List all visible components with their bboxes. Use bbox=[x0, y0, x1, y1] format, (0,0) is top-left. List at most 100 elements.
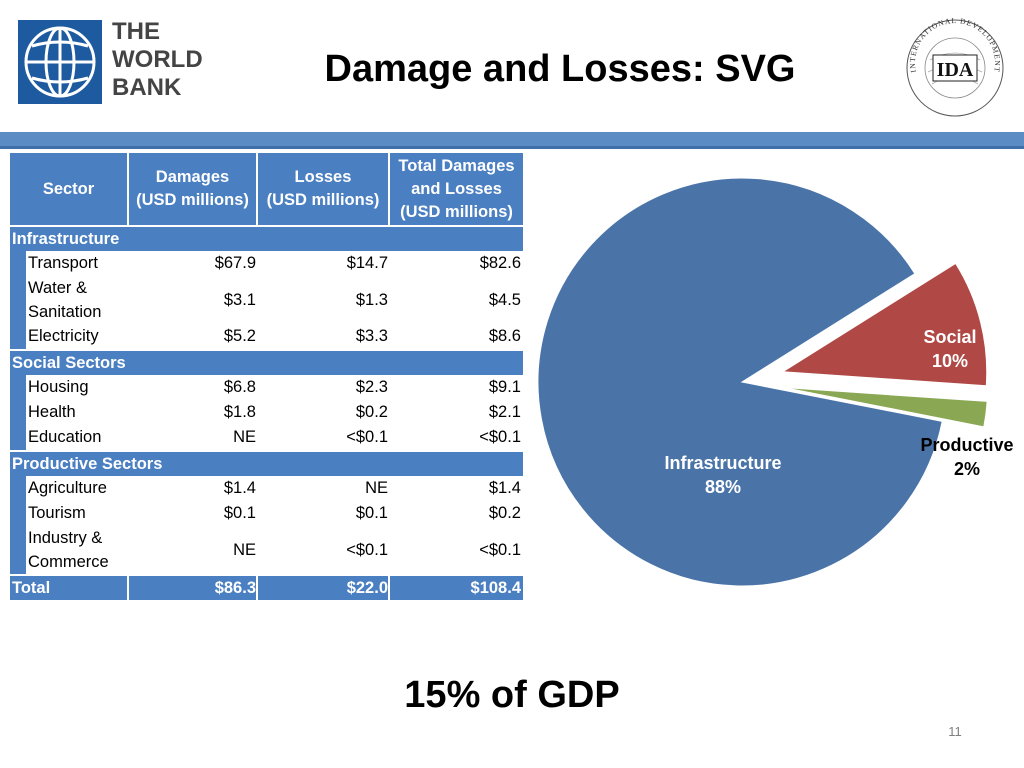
row-indent bbox=[10, 501, 26, 526]
total-total: $108.4 bbox=[470, 579, 521, 597]
column-header-total: Total Damages and Losses (USD millions) bbox=[390, 153, 523, 225]
cell-sector-line: Industry & bbox=[28, 529, 103, 547]
cell-sector-line: Water & bbox=[28, 279, 87, 297]
row-indent bbox=[10, 476, 26, 501]
table-row: Industry & Commerce NE <$0.1 <$0.1 bbox=[10, 526, 523, 574]
sector-share-pie-chart: Social 10% Productive 2% Infrastructure … bbox=[510, 165, 1024, 605]
pie-label-name: Infrastructure bbox=[664, 453, 782, 473]
header-rule bbox=[0, 132, 1024, 146]
cell-total: <$0.1 bbox=[479, 541, 521, 559]
column-header-losses: Losses (USD millions) bbox=[258, 153, 390, 225]
cell-damages: NE bbox=[233, 428, 256, 446]
world-bank-logo: THE WORLD BANK bbox=[18, 18, 218, 110]
cell-sector: Agriculture bbox=[28, 479, 107, 497]
group-row-infrastructure: Infrastructure bbox=[10, 225, 523, 251]
total-losses: $22.0 bbox=[346, 579, 388, 597]
table-row: Education NE <$0.1 <$0.1 bbox=[10, 425, 523, 450]
damage-losses-table: Sector Damages (USD millions) Losses (US… bbox=[10, 153, 523, 600]
header-rule-shadow bbox=[0, 146, 1024, 149]
cell-sector: Electricity bbox=[28, 327, 99, 345]
wordmark-line: BANK bbox=[112, 74, 182, 101]
row-indent bbox=[10, 251, 26, 276]
cell-sector: Health bbox=[28, 403, 76, 421]
row-indent bbox=[10, 400, 26, 425]
world-bank-wordmark: THE WORLD BANK bbox=[112, 18, 203, 102]
pie-label-value: 2% bbox=[953, 459, 980, 479]
pie-label-infrastructure: Infrastructure 88% bbox=[648, 451, 798, 499]
cell-total: $0.2 bbox=[488, 504, 521, 522]
gdp-summary: 15% of GDP bbox=[404, 674, 620, 716]
cell-total: $9.1 bbox=[488, 378, 521, 396]
table-row: Housing $6.8 $2.3 $9.1 bbox=[10, 375, 523, 400]
pie-label-value: 88% bbox=[704, 477, 742, 497]
row-indent bbox=[10, 375, 26, 400]
cell-sector-line: Commerce bbox=[28, 553, 109, 571]
cell-losses: $1.3 bbox=[355, 291, 388, 309]
table-header-row: Sector Damages (USD millions) Losses (US… bbox=[10, 153, 523, 225]
pie-slice-infrastructure bbox=[537, 177, 943, 587]
cell-sector: Tourism bbox=[28, 504, 86, 522]
header-text: Sector bbox=[42, 179, 95, 198]
table-row: Transport $67.9 $14.7 $82.6 bbox=[10, 251, 523, 276]
ida-seal-logo: INTERNATIONAL DEVELOPMENT ASSOCIATION ID… bbox=[897, 3, 1010, 120]
cell-total: $8.6 bbox=[488, 327, 521, 345]
cell-losses: $14.7 bbox=[346, 254, 388, 272]
cell-damages: $1.4 bbox=[223, 479, 256, 497]
header-text: Damages bbox=[155, 168, 230, 186]
total-row: Total $86.3 $22.0 $108.4 bbox=[10, 574, 523, 600]
header-text: (USD millions) bbox=[266, 191, 380, 209]
header-text: Losses bbox=[294, 168, 352, 186]
cell-damages: $1.8 bbox=[223, 403, 256, 421]
ida-seal-mark: IDA bbox=[937, 59, 974, 81]
cell-damages: $67.9 bbox=[214, 254, 256, 272]
cell-losses: <$0.1 bbox=[346, 541, 388, 559]
table-row: Agriculture $1.4 NE $1.4 bbox=[10, 476, 523, 501]
total-damages: $86.3 bbox=[214, 579, 256, 597]
cell-total: $2.1 bbox=[488, 403, 521, 421]
cell-total: $4.5 bbox=[488, 291, 521, 309]
world-bank-globe-icon bbox=[18, 20, 102, 104]
row-indent bbox=[10, 425, 26, 450]
cell-sector: Education bbox=[28, 428, 102, 446]
table-row: Tourism $0.1 $0.1 $0.2 bbox=[10, 501, 523, 526]
cell-damages: NE bbox=[233, 541, 256, 559]
cell-sector: Water & Sanitation bbox=[28, 276, 128, 324]
column-separator bbox=[388, 576, 390, 600]
pie-label-social: Social 10% bbox=[890, 325, 1010, 373]
cell-losses: $0.1 bbox=[355, 504, 388, 522]
cell-losses: <$0.1 bbox=[346, 428, 388, 446]
cell-damages: $3.1 bbox=[223, 291, 256, 309]
table-row: Water & Sanitation $3.1 $1.3 $4.5 bbox=[10, 276, 523, 324]
cell-losses: $2.3 bbox=[355, 378, 388, 396]
cell-total: $1.4 bbox=[488, 479, 521, 497]
table-row: Electricity $5.2 $3.3 $8.6 bbox=[10, 324, 523, 349]
total-label: Total bbox=[12, 579, 51, 597]
group-row-productive-sectors: Productive Sectors bbox=[10, 450, 523, 476]
cell-damages: $6.8 bbox=[223, 378, 256, 396]
column-header-damages: Damages (USD millions) bbox=[129, 153, 258, 225]
cell-damages: $5.2 bbox=[223, 327, 256, 345]
header-text: and Losses bbox=[411, 179, 502, 198]
wordmark-line: WORLD bbox=[112, 46, 203, 73]
pie-slice-social bbox=[781, 262, 988, 387]
row-indent bbox=[10, 324, 26, 349]
cell-sector-line: Sanitation bbox=[28, 303, 102, 321]
pie-svg bbox=[537, 177, 988, 587]
cell-losses: $0.2 bbox=[355, 403, 388, 421]
cell-losses: NE bbox=[365, 479, 388, 497]
slide-title: Damage and Losses: SVG bbox=[324, 48, 796, 90]
cell-sector: Transport bbox=[28, 254, 98, 272]
cell-losses: $3.3 bbox=[355, 327, 388, 345]
column-header-sector: Sector bbox=[10, 153, 129, 225]
pie-label-value: 10% bbox=[931, 351, 969, 371]
page-number: 11 bbox=[948, 724, 962, 739]
cell-damages: $0.1 bbox=[223, 504, 256, 522]
row-indent bbox=[10, 276, 26, 324]
pie-label-productive: Productive 2% bbox=[910, 433, 1024, 481]
wordmark-line: THE bbox=[112, 18, 160, 45]
cell-sector: Industry & Commerce bbox=[28, 526, 128, 574]
cell-total: <$0.1 bbox=[479, 428, 521, 446]
cell-sector: Housing bbox=[28, 378, 89, 396]
pie-label-name: Productive bbox=[920, 435, 1014, 455]
